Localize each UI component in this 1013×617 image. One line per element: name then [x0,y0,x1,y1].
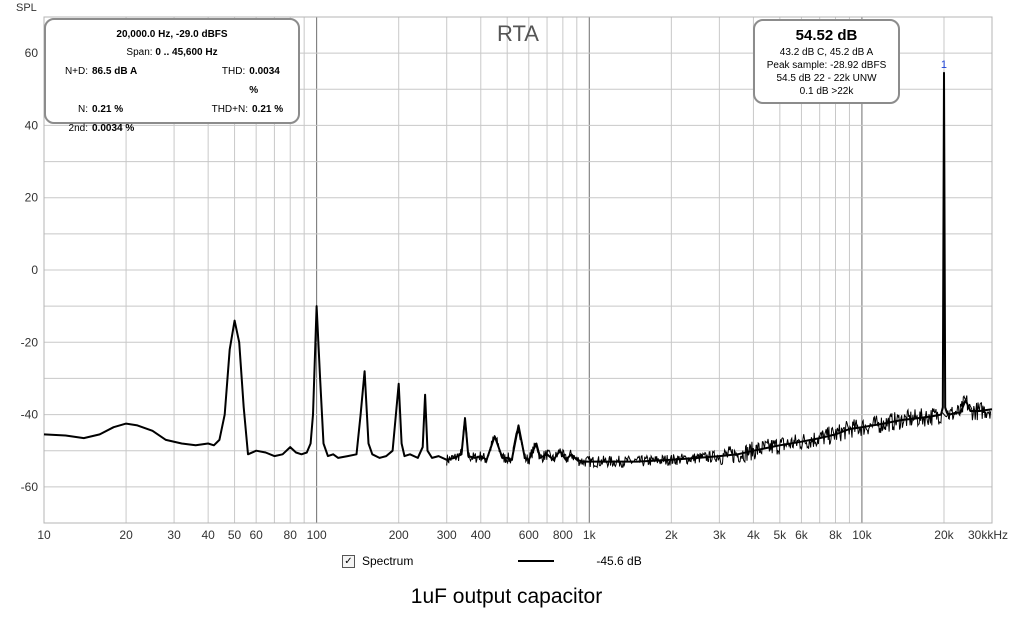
n-label: N: [78,104,88,115]
x-tick-label: 200 [389,528,409,542]
cursor-readout: 20,000.0 Hz, -29.0 dBFS [116,29,228,40]
unweighted-level: 54.5 dB 22 - 22k UNW [776,73,877,84]
spectrum-checkbox[interactable]: ✓ [342,554,355,568]
peak-sample: Peak sample: -28.92 dBFS [766,60,887,71]
x-tick-label: 50 [228,528,242,542]
second-label: 2nd: [68,123,88,134]
x-tick-label: 8k [829,528,843,542]
y-tick-label: 20 [25,191,39,205]
x-axis-ticks: 10 20 30 40 50 60 80 100 200 300 400 600 800 1k 2k 3k 4k… [37,528,1008,542]
x-tick-label: 30kkHz [968,528,1008,542]
y-tick-label: -40 [21,408,39,422]
legend-label-spectrum: Spectrum [362,554,414,568]
x-tick-label: 80 [284,528,298,542]
x-tick-label: 4k [747,528,761,542]
legend-line-swatch [518,560,555,562]
nd-value: 86.5 dB A [92,66,138,77]
x-tick-label: 1k [583,528,597,542]
nd-label: N+D: [64,66,88,77]
second-value: 0.0034 % [92,123,135,134]
x-tick-label: 20 [119,528,133,542]
x-tick-label: 3k [713,528,727,542]
weighted-level: 43.2 dB C, 45.2 dB A [779,47,874,58]
plot-border [43,16,993,524]
second-row: 2nd: 0.0034 % [54,119,290,138]
x-tick-label: 10 [37,528,51,542]
x-tick-label: 600 [519,528,539,542]
x-tick-label: 30 [167,528,181,542]
y-tick-label: 60 [25,46,39,60]
y-tick-label: -20 [21,335,39,349]
y-axis-label: SPL [16,2,37,14]
x-tick-label: 60 [249,528,263,542]
thd-value: 0.0034 % [249,66,280,96]
x-tick-label: 6k [795,528,809,542]
legend-value: -45.6 dB [596,554,642,568]
y-tick-label: -60 [21,480,39,494]
chart-caption: 1uF output capacitor [410,585,603,608]
n-thdn-row: N: 0.21 % THD+N: 0.21 % [54,100,290,119]
legend: ✓ Spectrum -45.6 dB [342,553,642,569]
thdn-label: THD+N: [211,104,248,115]
above-22k-level: 0.1 dB >22k [799,86,854,97]
x-tick-label: 400 [471,528,491,542]
y-tick-label: 40 [25,118,39,132]
n-value: 0.21 % [92,104,124,115]
thdn-value: 0.21 % [252,104,284,115]
x-tick-label: 100 [307,528,327,542]
spectrum-noise-band [446,394,992,469]
x-tick-label: 5k [774,528,788,542]
y-axis-ticks: 60 40 20 0 -20 -40 -60 [21,46,39,494]
span-readout: Span: 0 .. 45,600 Hz [126,47,218,58]
x-tick-label: 20k [934,528,954,542]
thd-label: THD: [221,66,246,77]
level-readout-box: 54.52 dB 43.2 dB C, 45.2 dB A Peak sampl… [753,19,900,104]
y-tick-label: 0 [31,263,38,277]
x-tick-label: 10k [852,528,872,542]
chart-title: RTA [497,21,539,46]
nd-thd-row: N+D: 86.5 dB A THD: 0.0034 % [54,62,290,100]
x-tick-label: 40 [201,528,215,542]
x-tick-label: 800 [553,528,573,542]
peak-marker-label: 1 [941,59,947,71]
x-tick-label: 2k [665,528,679,542]
x-tick-label: 300 [437,528,457,542]
level-value: 54.52 dB [795,27,858,44]
measurement-info-box: 20,000.0 Hz, -29.0 dBFS Span: 0 .. 45,60… [44,18,300,134]
